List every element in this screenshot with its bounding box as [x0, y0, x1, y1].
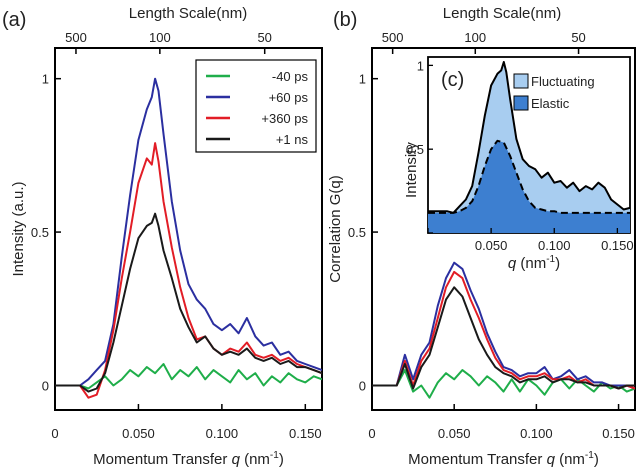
- inset-y-axis-label: Intensity: [403, 142, 420, 198]
- top-tick-label: 50: [571, 30, 585, 45]
- inset-legend: Fluctuating Elastic: [513, 73, 595, 111]
- x-tick-label: 0.100: [206, 426, 239, 441]
- series-line-60ps: [372, 261, 635, 390]
- series-group: [55, 77, 322, 399]
- x-tick-label: 0.050: [122, 426, 155, 441]
- inset-x-axis-label-exp: -1: [546, 254, 555, 265]
- inset-x-tick-label: 0.100: [538, 238, 571, 253]
- inset-legend-entry: Fluctuating: [531, 74, 595, 89]
- inset-x-axis-label-close: ): [555, 255, 560, 272]
- y-tick-label: 0: [42, 378, 49, 393]
- plot-frame: [371, 47, 636, 411]
- top-tick-label: 500: [382, 30, 404, 45]
- x-tick-label: 0.100: [520, 426, 553, 441]
- series-line-360ps: [55, 142, 322, 399]
- top-tick-label: 500: [65, 30, 87, 45]
- series-line-60ps: [55, 77, 322, 387]
- x-axis-label: Momentum Transfer q (nm-1): [408, 450, 599, 468]
- legend-entry: +1 ns: [276, 132, 309, 147]
- inset-x-axis-label: q (nm-1): [508, 254, 560, 272]
- x-axis-label-var: q: [232, 451, 241, 468]
- x-tick-label: 0: [51, 426, 58, 441]
- y-axis-label: Intensity (a.u.): [10, 181, 27, 276]
- panel-c-inset: 0.5 1 0.050 0.100 0.150 (c) Intensity q (nm-1) F…: [403, 56, 634, 272]
- x-axis-label-unit: (nm: [240, 451, 270, 468]
- x-axis-label-main: Momentum Transfer: [93, 451, 231, 468]
- x-tick-label: 0.050: [438, 426, 471, 441]
- x-axis-label: Momentum Transfer q (nm-1): [93, 450, 284, 468]
- inset-legend-swatch: [513, 73, 529, 89]
- plot-frame: [54, 47, 323, 411]
- series-group: [372, 261, 635, 399]
- top-tick-label: 100: [149, 30, 171, 45]
- y-tick-label: 0.5: [348, 225, 366, 240]
- panel-label-c: (c): [441, 69, 464, 91]
- y-tick-label: 0: [359, 378, 366, 393]
- inset-x-tick-label: 0.050: [475, 238, 508, 253]
- inset-x-tick-label: 0.150: [601, 238, 634, 253]
- legend-entry: -40 ps: [272, 69, 309, 84]
- top-axis-label: Length Scale(nm): [443, 5, 561, 22]
- x-tick-label: 0.150: [602, 426, 635, 441]
- x-axis-label-exp: -1: [585, 450, 594, 461]
- legend: -40 ps +60 ps +360 ps +1 ns: [195, 59, 317, 153]
- panel-b: 0 0.5 1 0 0.050 0.100 0.150 500 100 50 Length Scal…: [327, 5, 636, 468]
- series-line-40ps: [372, 369, 635, 399]
- panel-a: 0 0.5 1 0 0.050 0.100 0.150 500 100 50 Length Scal…: [2, 5, 323, 468]
- inset-legend-swatch: [513, 95, 529, 111]
- inset-x-axis-label-var: q: [508, 255, 517, 272]
- x-axis-label-exp: -1: [270, 450, 279, 461]
- legend-entry: +360 ps: [261, 111, 308, 126]
- y-tick-label: 1: [359, 72, 366, 87]
- panel-label: (a): [2, 9, 26, 31]
- x-tick-label: 0.150: [289, 426, 322, 441]
- top-tick-label: 100: [464, 30, 486, 45]
- top-axis-label: Length Scale(nm): [129, 5, 247, 22]
- top-tick-label: 50: [257, 30, 271, 45]
- y-axis-label: Correlation G(q): [327, 175, 344, 283]
- y-tick-label: 1: [42, 72, 49, 87]
- series-line-360ps: [372, 270, 635, 390]
- area-line-fluctuating: [428, 61, 631, 214]
- inset-legend-entry: Elastic: [531, 96, 570, 111]
- x-axis-label-var: q: [547, 451, 556, 468]
- inset-y-tick-label: 1: [417, 58, 424, 73]
- x-axis-label-close: ): [279, 451, 284, 468]
- area-line-elastic: [428, 139, 630, 214]
- series-line-40ps: [55, 363, 322, 390]
- legend-entry: +60 ps: [269, 90, 309, 105]
- inset-x-axis-label-unit: (nm: [516, 255, 546, 272]
- inset-y-tick-label: 0.5: [406, 142, 424, 157]
- x-axis-label-close: ): [594, 451, 599, 468]
- area-fill-elastic: [428, 140, 630, 233]
- x-axis-label-main: Momentum Transfer: [408, 451, 546, 468]
- panel-label: (b): [333, 9, 357, 31]
- series-line-1ns: [55, 212, 322, 393]
- series-line-1ns: [372, 286, 635, 390]
- y-tick-label: 0.5: [31, 225, 49, 240]
- x-axis-label-unit: (nm: [555, 451, 585, 468]
- x-tick-label: 0: [368, 426, 375, 441]
